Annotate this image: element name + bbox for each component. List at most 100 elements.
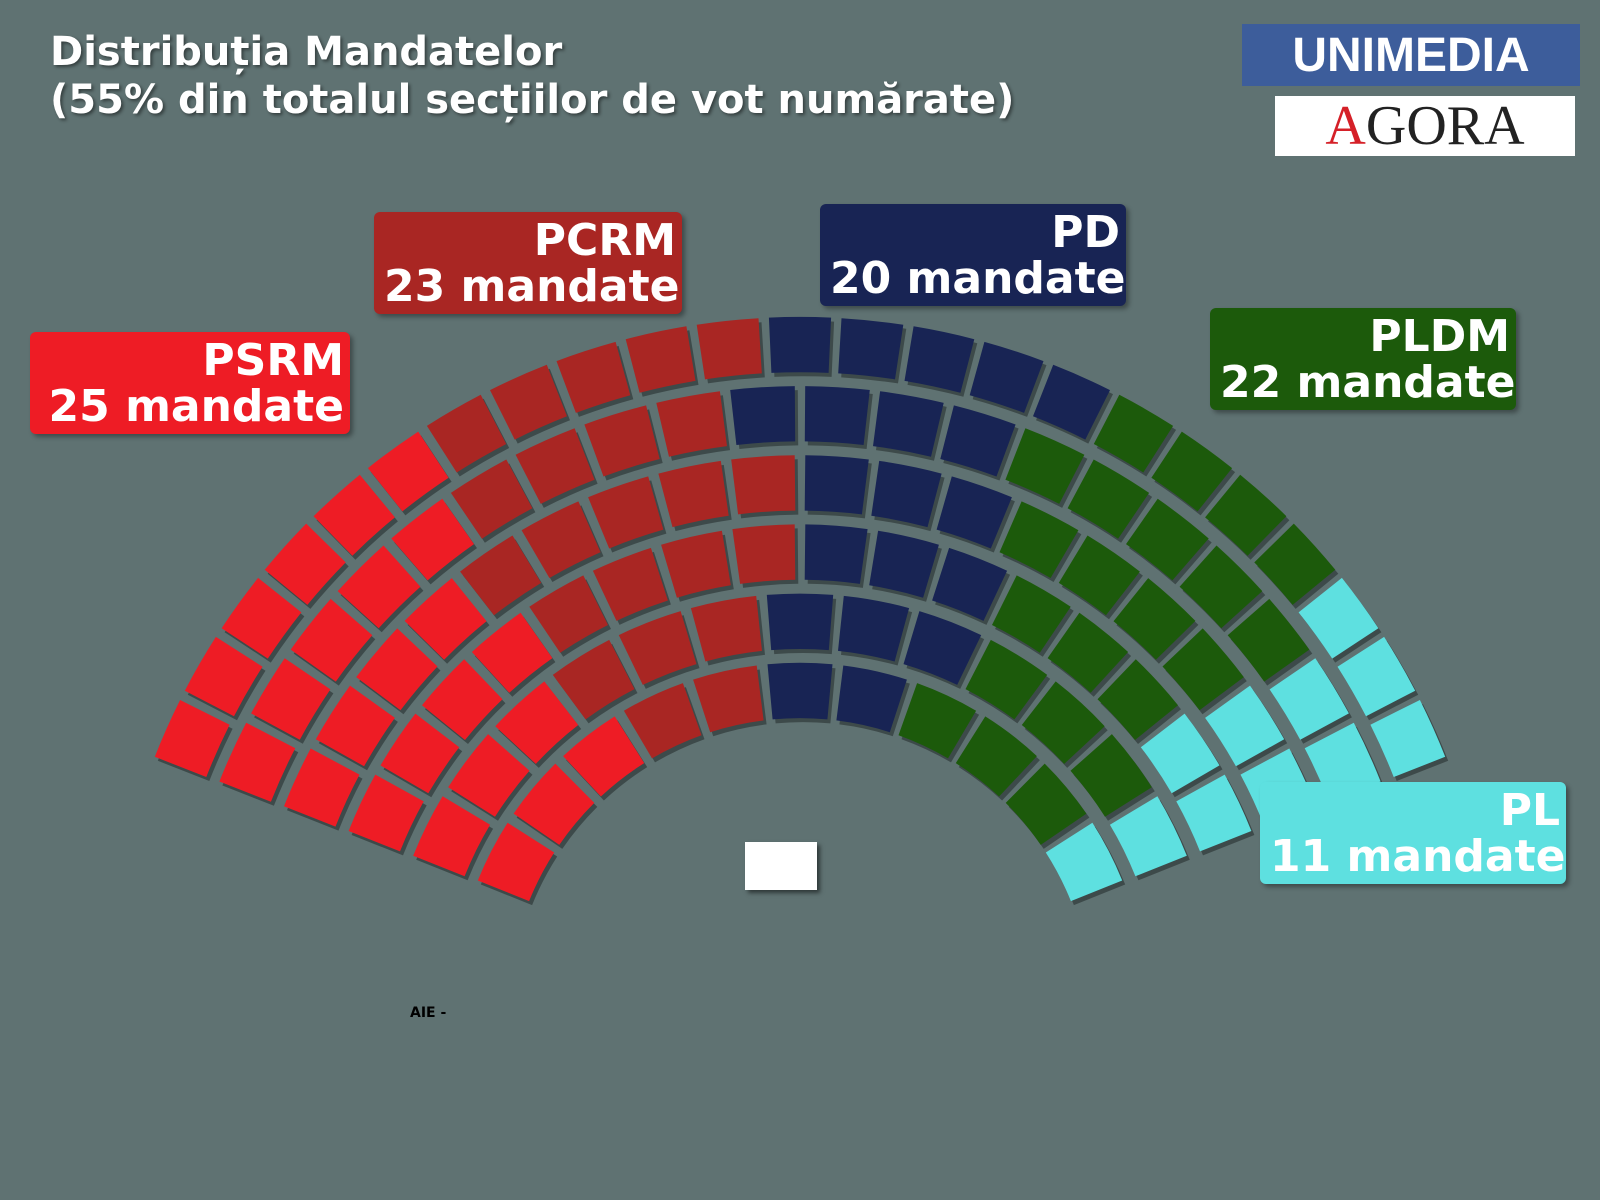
seat — [804, 386, 870, 445]
seat — [154, 700, 230, 777]
seat — [584, 405, 660, 477]
seat — [460, 535, 542, 616]
agora-logo-a: A — [1325, 95, 1366, 157]
seat — [730, 386, 796, 445]
seat — [1067, 459, 1150, 539]
legend-pd: PD 20 mandate — [820, 204, 1126, 306]
legend-pcrm-seats: 23 mandate — [384, 261, 680, 312]
legend-psrm-seats: 25 mandate — [48, 381, 344, 432]
seat — [1337, 636, 1416, 717]
seat — [490, 364, 567, 440]
seat — [556, 341, 631, 413]
seat — [969, 341, 1044, 413]
seat — [932, 547, 1008, 621]
legend-pl-name: PL — [1499, 785, 1560, 836]
seat — [251, 658, 331, 740]
seat — [766, 593, 834, 651]
seat — [1176, 774, 1252, 852]
seat — [696, 318, 762, 380]
seat — [413, 796, 491, 877]
seat — [1070, 734, 1152, 817]
seat — [869, 530, 939, 598]
seat — [356, 628, 438, 711]
legend-pldm: PLDM 22 mandate — [1210, 308, 1516, 410]
seat — [871, 460, 942, 528]
seat — [337, 545, 421, 629]
legend-pldm-name: PLDM — [1369, 311, 1510, 362]
seat — [1205, 474, 1287, 556]
seat — [450, 459, 533, 539]
agora-logo: A GORA — [1275, 95, 1575, 157]
seat — [898, 683, 977, 759]
legend-pl: PL 11 mandate — [1260, 782, 1566, 884]
seat — [1045, 822, 1123, 902]
seat — [391, 498, 474, 581]
seat — [965, 639, 1048, 720]
seat — [495, 681, 579, 764]
seat — [1126, 498, 1209, 581]
seat — [367, 431, 449, 512]
seat — [1140, 713, 1220, 794]
seat — [838, 595, 910, 662]
seat — [552, 639, 635, 720]
seat — [513, 763, 595, 845]
seat — [940, 405, 1016, 477]
unimedia-logo: UNIMEDIA — [1242, 24, 1580, 86]
seat — [999, 501, 1079, 578]
seat — [529, 575, 608, 653]
seat — [515, 428, 595, 504]
seat — [422, 659, 503, 740]
seat — [618, 611, 697, 685]
seat — [380, 713, 460, 794]
seat — [264, 523, 346, 605]
seat — [477, 822, 555, 902]
agora-logo-rest: GORA — [1365, 95, 1525, 157]
seat — [1179, 545, 1263, 629]
seat — [1205, 685, 1285, 767]
seat — [1227, 598, 1310, 682]
seat — [221, 577, 302, 659]
seat — [1254, 523, 1336, 605]
speaker-chair — [745, 842, 817, 890]
seat — [936, 476, 1012, 549]
seat — [290, 598, 373, 682]
seat — [661, 530, 731, 598]
seat — [836, 665, 907, 733]
legend-pd-name: PD — [1051, 207, 1120, 258]
seat — [1298, 577, 1379, 659]
title-line-1: Distribuția Mandatelor — [50, 29, 563, 75]
seat — [1109, 796, 1187, 877]
seat — [448, 734, 530, 817]
seat — [732, 524, 796, 584]
seat — [588, 476, 664, 549]
legend-pcrm-name: PCRM — [533, 215, 676, 266]
seat — [1005, 428, 1085, 504]
legend-pl-seats: 11 mandate — [1270, 831, 1566, 882]
legend-psrm-name: PSRM — [202, 335, 344, 386]
seat — [1269, 658, 1349, 740]
seat — [992, 575, 1071, 653]
seat — [903, 611, 982, 685]
seat — [873, 391, 944, 457]
legend-pldm-seats: 22 mandate — [1220, 357, 1516, 408]
seat — [1370, 700, 1446, 777]
seat — [1033, 364, 1110, 440]
seat — [1151, 431, 1233, 512]
seat — [623, 683, 702, 759]
seat — [658, 460, 729, 528]
title-line-2: (55% din totalul secțiilor de vot număra… — [50, 77, 1015, 123]
seat — [693, 665, 764, 733]
seat — [563, 716, 645, 797]
seat — [521, 501, 601, 578]
seat — [1162, 628, 1244, 711]
seat — [767, 662, 833, 720]
page-title: Distribuția Mandatelor (55% din totalul … — [50, 28, 1014, 124]
legend-psrm: PSRM 25 mandate — [30, 332, 350, 434]
seat — [184, 636, 263, 717]
seat — [768, 316, 832, 373]
seat — [471, 612, 553, 693]
seat — [625, 326, 696, 393]
legend-pcrm: PCRM 23 mandate — [374, 212, 682, 314]
seat — [804, 524, 868, 584]
